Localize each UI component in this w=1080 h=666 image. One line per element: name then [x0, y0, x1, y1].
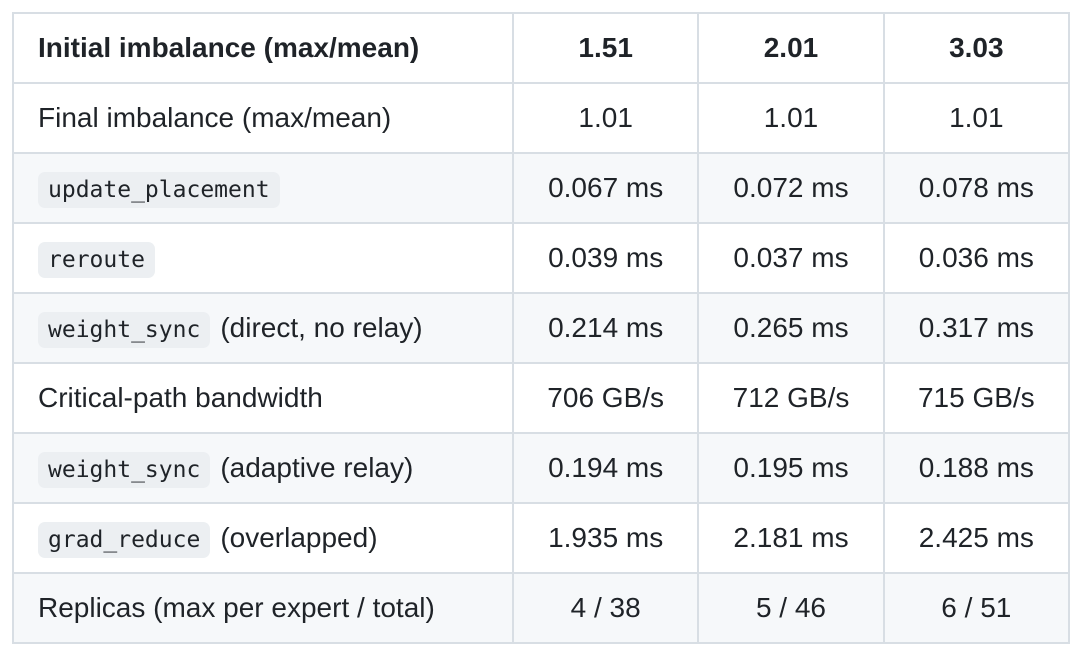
code-label: update_placement — [38, 172, 280, 208]
cell-value: 0.078 ms — [882, 152, 1071, 224]
cell-value: 0.265 ms — [697, 292, 885, 364]
cell-value: 0.067 ms — [511, 152, 700, 224]
header-value: 1.51 — [511, 12, 700, 84]
code-label: reroute — [38, 242, 155, 278]
table-row: Final imbalance (max/mean) 1.01 1.01 1.01 — [12, 82, 1071, 154]
code-label: weight_sync — [38, 312, 211, 348]
cell-value: 2.425 ms — [882, 502, 1071, 574]
label-note: (adaptive relay) — [220, 452, 414, 483]
row-label: weight_sync (direct, no relay) — [12, 292, 514, 364]
row-label: update_placement — [12, 152, 514, 224]
label-note: (direct, no relay) — [220, 312, 423, 343]
cell-value: 0.072 ms — [697, 152, 885, 224]
header-label: Initial imbalance (max/mean) — [12, 12, 514, 84]
row-label: reroute — [12, 222, 514, 294]
header-value: 2.01 — [697, 12, 885, 84]
cell-value: 5 / 46 — [697, 572, 885, 644]
table-row: Critical-path bandwidth 706 GB/s 712 GB/s 7… — [12, 362, 1071, 434]
cell-value: 1.01 — [882, 82, 1071, 154]
row-label: weight_sync (adaptive relay) — [12, 432, 514, 504]
table-row: reroute 0.039 ms 0.037 ms 0.036 ms — [12, 222, 1071, 294]
cell-value: 0.039 ms — [511, 222, 700, 294]
row-label: Replicas (max per expert / total) — [12, 572, 514, 644]
table-row: update_placement 0.067 ms 0.072 ms 0.078 ms — [12, 152, 1071, 224]
cell-value: 715 GB/s — [882, 362, 1071, 434]
cell-value: 0.036 ms — [882, 222, 1071, 294]
cell-value: 706 GB/s — [511, 362, 700, 434]
cell-value: 0.188 ms — [882, 432, 1071, 504]
cell-value: 0.214 ms — [511, 292, 700, 364]
cell-value: 0.194 ms — [511, 432, 700, 504]
row-label: Final imbalance (max/mean) — [12, 82, 514, 154]
cell-value: 712 GB/s — [697, 362, 885, 434]
row-label: grad_reduce (overlapped) — [12, 502, 514, 574]
cell-value: 1.01 — [511, 82, 700, 154]
header-row: Initial imbalance (max/mean) 1.51 2.01 3.03 — [12, 12, 1071, 84]
header-value: 3.03 — [882, 12, 1071, 84]
cell-value: 4 / 38 — [511, 572, 700, 644]
table-row: weight_sync (direct, no relay) 0.214 ms 0.2… — [12, 292, 1071, 364]
cell-value: 1.935 ms — [511, 502, 700, 574]
cell-value: 0.037 ms — [697, 222, 885, 294]
cell-value: 0.195 ms — [697, 432, 885, 504]
table-row: grad_reduce (overlapped) 1.935 ms 2.181 ms 2… — [12, 502, 1071, 574]
cell-value: 2.181 ms — [697, 502, 885, 574]
code-label: grad_reduce — [38, 522, 211, 558]
table-row: weight_sync (adaptive relay) 0.194 ms 0.195… — [12, 432, 1071, 504]
row-label: Critical-path bandwidth — [12, 362, 514, 434]
cell-value: 1.01 — [697, 82, 885, 154]
label-note: (overlapped) — [220, 522, 378, 553]
cell-value: 6 / 51 — [882, 572, 1071, 644]
table-row: Replicas (max per expert / total) 4 / 38 5… — [12, 572, 1071, 644]
code-label: weight_sync — [38, 452, 211, 488]
results-table: Initial imbalance (max/mean) 1.51 2.01 3.03… — [12, 12, 1071, 644]
cell-value: 0.317 ms — [882, 292, 1071, 364]
